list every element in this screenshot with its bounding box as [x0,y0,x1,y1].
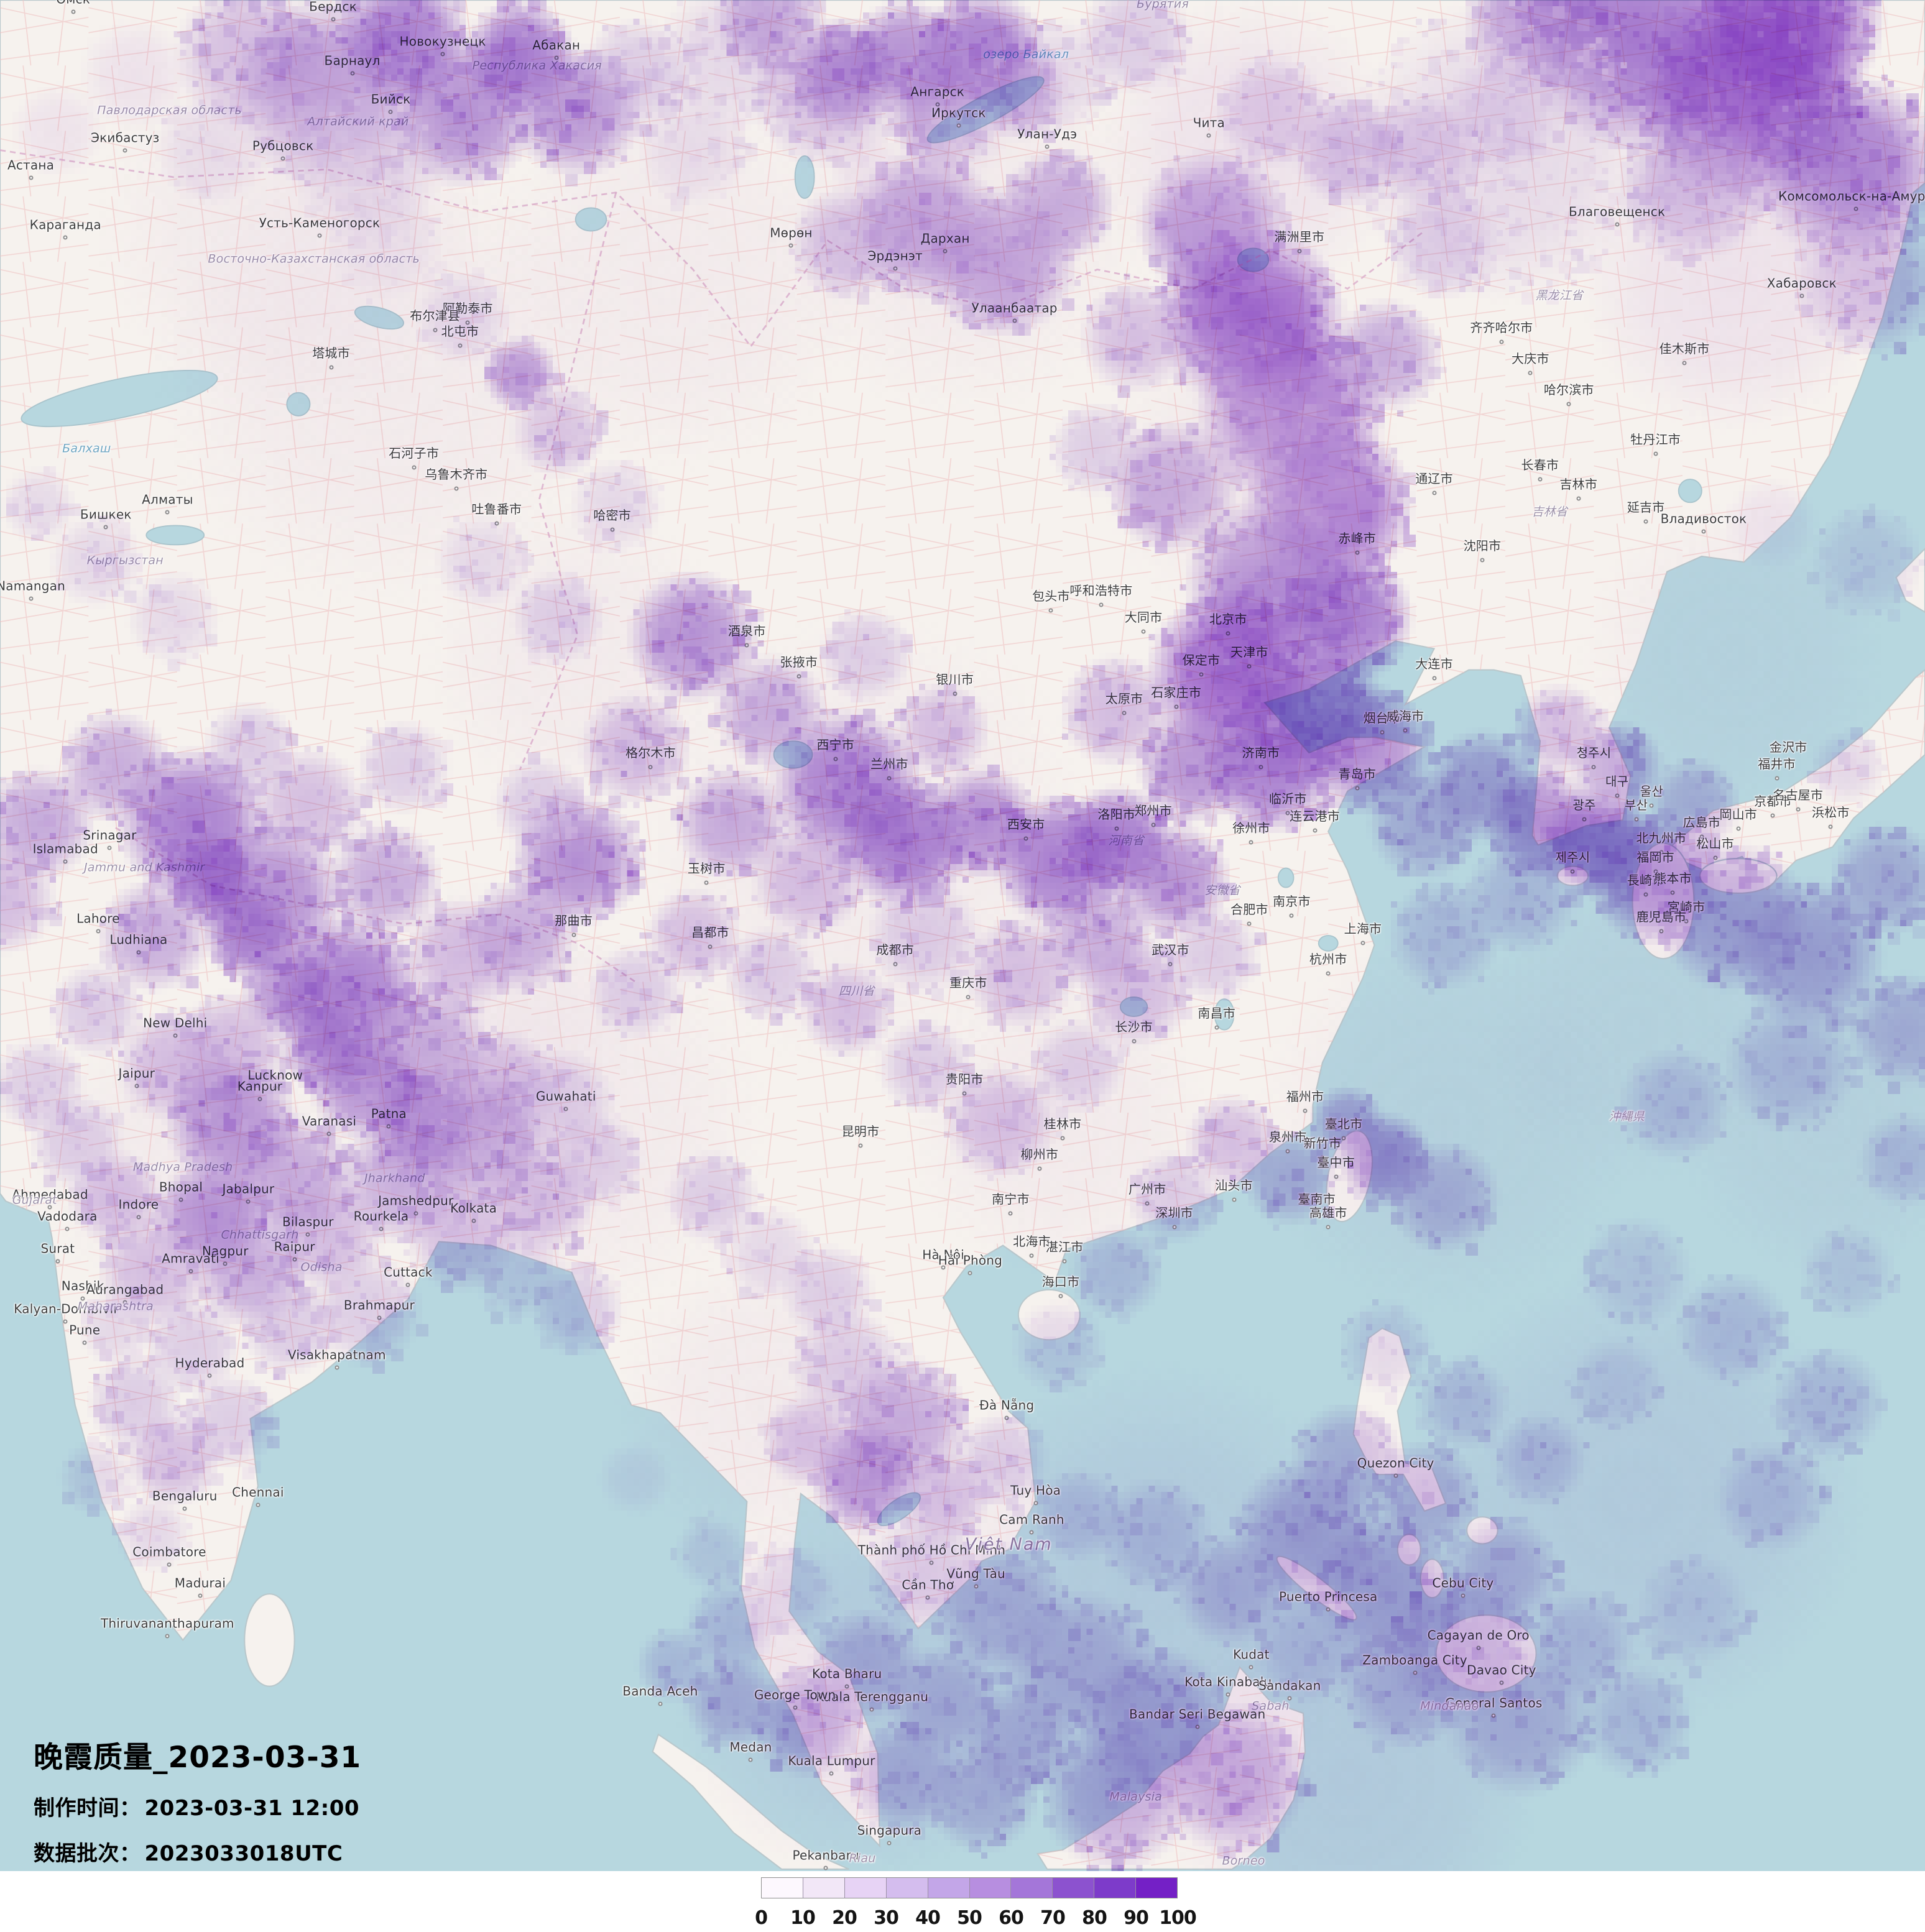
legend-swatch [1094,1878,1137,1898]
data-batch-value: 2023033018UTC [144,1841,343,1866]
legend-tick: 30 [874,1907,899,1929]
legend-tick: 80 [1082,1907,1107,1929]
legend-tick: 60 [999,1907,1024,1929]
color-legend: 0 10 20 30 40 50 60 70 80 90 100 [755,1877,1197,1932]
legend-swatch [969,1878,1012,1898]
data-batch-label: 数据批次： [34,1841,141,1866]
legend-tick: 40 [915,1907,941,1929]
legend-ticks: 0 10 20 30 40 50 60 70 80 90 100 [755,1907,1197,1932]
legend-tick: 100 [1159,1907,1197,1929]
production-time-row: 制作时间： 2023-03-31 12:00 [34,1791,361,1821]
legend-tick: 10 [790,1907,816,1929]
legend-tick: 70 [1040,1907,1066,1929]
legend-tick: 0 [755,1907,768,1929]
legend-swatch [1136,1878,1178,1898]
map[interactable]: ОмскБердскНовокузнецкБарнаулБийскАбаканР… [0,0,1925,1871]
legend-swatch [1011,1878,1053,1898]
production-time-label: 制作时间： [34,1796,141,1821]
legend-tick: 90 [1124,1907,1149,1929]
legend-swatches [761,1877,1178,1898]
page-title: 晚霞质量_2023-03-31 [34,1741,362,1775]
heatmap-overlay [0,0,1925,1871]
data-batch-row: 数据批次： 2023033018UTC [34,1836,361,1867]
legend-swatch [803,1878,845,1898]
legend-tick: 50 [957,1907,982,1929]
production-time-value: 2023-03-31 12:00 [144,1796,360,1821]
legend-swatch [886,1878,928,1898]
legend-swatch [928,1878,970,1898]
legend-swatch [762,1878,803,1898]
title-block: 晚霞质量_2023-03-31 制作时间： 2023-03-31 12:00 数据… [34,1733,361,1867]
legend-tick: 20 [832,1907,857,1929]
legend-swatch [844,1878,887,1898]
legend-swatch [1053,1878,1095,1898]
